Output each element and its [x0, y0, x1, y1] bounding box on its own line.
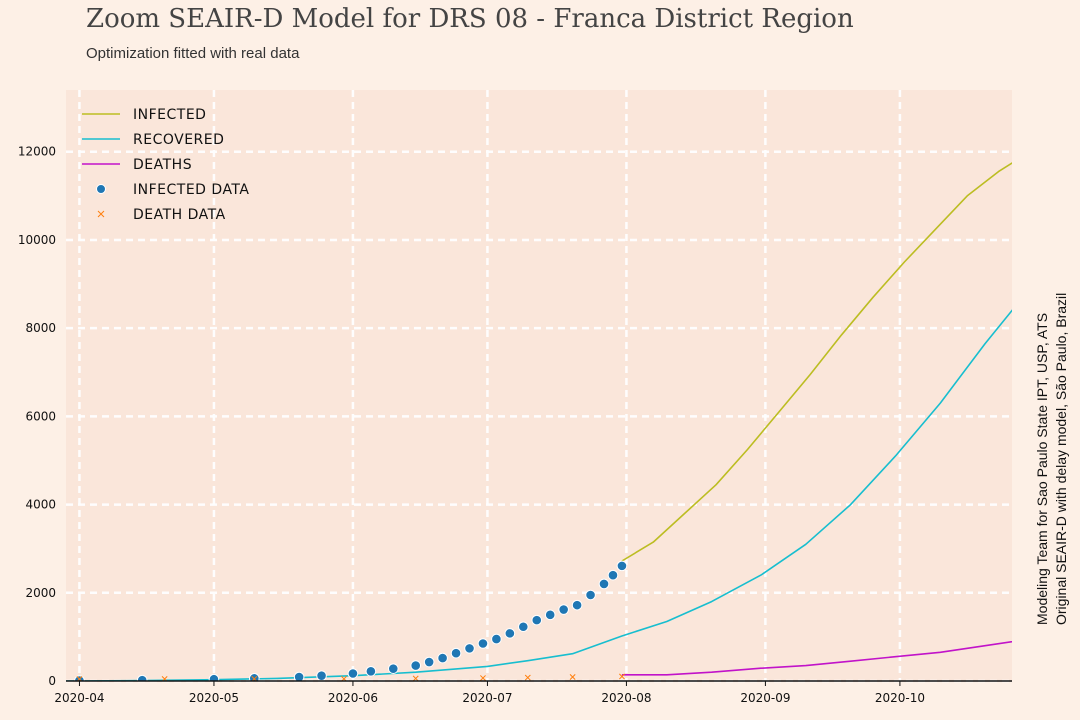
infected-data-point [616, 560, 628, 572]
legend-label-recovered: RECOVERED [133, 132, 224, 148]
y-tick-label: 6000 [25, 409, 56, 423]
series-layer [66, 162, 1012, 681]
x-tick-label: 2020-04 [54, 691, 104, 705]
legend-label-deaths: DEATHS [133, 157, 192, 173]
death-data-point [524, 674, 531, 681]
legend-swatch-death-data [97, 210, 105, 218]
credit-line-1: Modeling Team for Sao Paulo State IPT, U… [1034, 313, 1050, 625]
y-tick-label: 2000 [25, 586, 56, 600]
y-tick-label: 0 [48, 674, 56, 688]
death-data-point [618, 673, 625, 680]
y-tick-label: 10000 [18, 233, 56, 247]
infected-data-point [410, 660, 422, 671]
series-line-infected [621, 162, 1012, 562]
legend-label-infected-data: INFECTED DATA [133, 182, 249, 198]
infected-data-point [423, 656, 435, 668]
infected-data-point [208, 673, 220, 681]
chart-subtitle: Optimization fitted with real data [86, 45, 300, 62]
infected-data-point [464, 643, 475, 654]
series-line-recovered [66, 309, 1012, 681]
plot-background [66, 90, 1012, 681]
x-tick-label: 2020-05 [189, 691, 239, 705]
infected-data-point [585, 589, 596, 601]
x-tick-label: 2020-10 [875, 691, 925, 705]
x-tick-label: 2020-09 [740, 691, 790, 705]
death-data-point [569, 674, 576, 680]
infected-data-point [491, 633, 502, 645]
x-tick-label: 2020-06 [328, 691, 378, 705]
credit-line-2: Original SEAIR-D with delay model, São P… [1053, 293, 1069, 625]
infected-data-point [365, 665, 377, 677]
infected-data-point [387, 663, 399, 674]
infected-data-point [316, 670, 327, 681]
infected-data-point [293, 671, 305, 681]
infected-data-point [598, 578, 610, 590]
infected-data-point [136, 674, 148, 681]
death-data-point [480, 675, 486, 681]
infected-data-point [347, 668, 359, 679]
y-tick-label: 12000 [18, 145, 56, 159]
legend-label-death-data: DEATH DATA [133, 207, 226, 223]
infected-data-point [249, 673, 260, 681]
legend: INFECTED RECOVERED DEATHS INFECTED DATA DEAT… [82, 107, 249, 223]
x-tick-label: 2020-07 [462, 691, 512, 705]
infected-data-point [450, 647, 462, 659]
infected-data-point [607, 569, 619, 581]
y-tick-label: 4000 [25, 498, 56, 512]
infected-data-point [571, 599, 583, 611]
y-tick-label: 8000 [25, 321, 56, 335]
infected-data-point [558, 604, 569, 615]
axes: 2020-04 2020-05 2020-06 2020-07 2020-08 2020-… [18, 145, 1012, 705]
series-line-deaths [621, 640, 1012, 676]
infected-data-point [437, 652, 448, 664]
legend-swatch-infected-data [96, 184, 106, 194]
infected-data-point [544, 609, 556, 621]
infected-data-point [531, 614, 543, 626]
legend-label-infected: INFECTED [133, 107, 206, 123]
chart-title: Zoom SEAIR-D Model for DRS 08 - Franca D… [86, 4, 854, 34]
death-data-point [412, 675, 419, 681]
infected-data-point [477, 638, 489, 649]
infected-data-point [504, 628, 516, 639]
x-tick-label: 2020-08 [601, 691, 651, 705]
infected-data-point [518, 621, 529, 633]
